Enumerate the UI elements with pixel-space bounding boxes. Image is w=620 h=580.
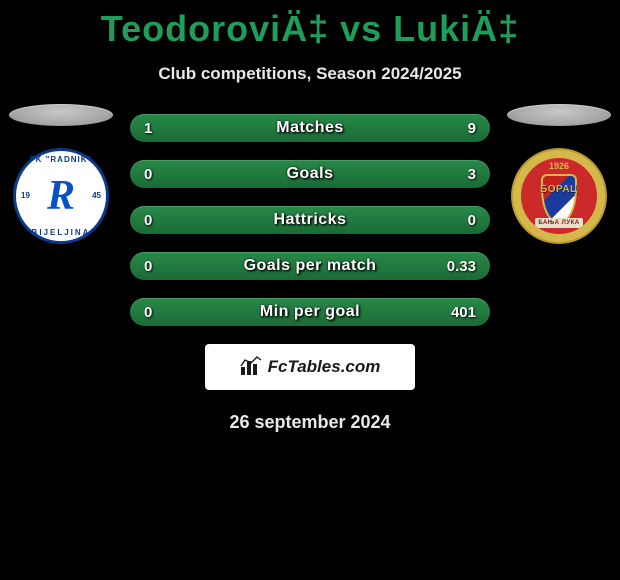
bar-chart-icon [240,355,262,380]
crest-left-letter: R [34,169,88,223]
right-player-block: 1926 БОРАЦ БАЊА ЛУКА [504,104,614,244]
stats-column: 1 Matches 9 0 Goals 3 0 Hattricks 0 0 Go… [130,114,490,326]
crest-left-bottom-text: BIJELJINA [16,228,106,237]
stat-row-goals: 0 Goals 3 [130,160,490,188]
subtitle: Club competitions, Season 2024/2025 [0,64,620,84]
crest-right-inner: 1926 БОРАЦ БАЊА ЛУКА [518,155,600,237]
left-player-name-oval [9,104,113,126]
stat-row-hattricks: 0 Hattricks 0 [130,206,490,234]
page-title: TeodoroviÄ‡ vs LukiÄ‡ [0,0,620,50]
left-club-crest[interactable]: FK "RADNIK" 19 45 R BIJELJINA [13,148,109,244]
stat-row-min-per-goal: 0 Min per goal 401 [130,298,490,326]
stat-label: Goals [130,165,490,183]
stat-label: Hattricks [130,211,490,229]
comparison-area: FK "RADNIK" 19 45 R BIJELJINA 1926 БОРАЦ… [0,114,620,433]
brand-box[interactable]: FcTables.com [205,344,415,390]
crest-right-shield [541,174,577,224]
crest-left-year-right: 45 [92,191,101,200]
crest-right-ribbon: БАЊА ЛУКА [535,218,583,228]
right-club-crest[interactable]: 1926 БОРАЦ БАЊА ЛУКА [511,148,607,244]
date-line: 26 september 2024 [0,412,620,433]
stat-row-goals-per-match: 0 Goals per match 0.33 [130,252,490,280]
crest-right-year: 1926 [521,161,597,171]
stat-row-matches: 1 Matches 9 [130,114,490,142]
right-player-name-oval [507,104,611,126]
stat-label: Min per goal [130,303,490,321]
stat-label: Goals per match [130,257,490,275]
stat-label: Matches [130,119,490,137]
crest-left-top-text: FK "RADNIK" [16,155,106,164]
brand-text: FcTables.com [268,357,381,377]
left-player-block: FK "RADNIK" 19 45 R BIJELJINA [6,104,116,244]
crest-right-shield-text: БОРАЦ [521,184,597,195]
crest-left-year-left: 19 [21,191,30,200]
